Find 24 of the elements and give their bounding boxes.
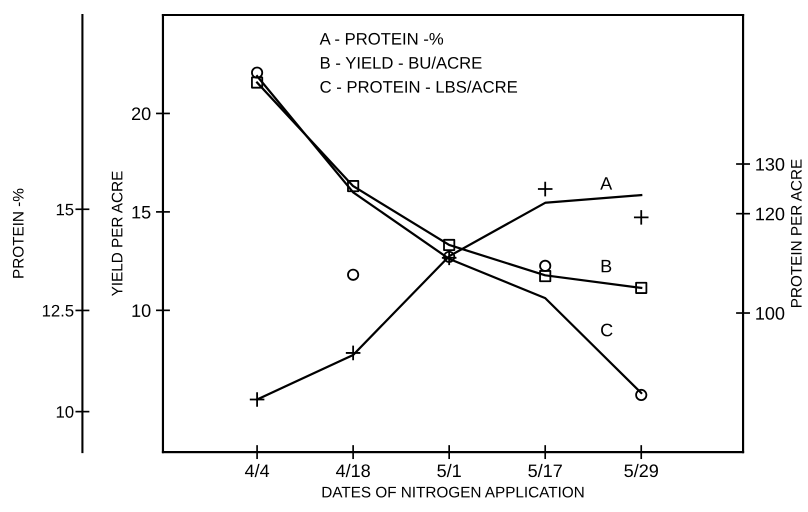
y-tick-label: 10 [132, 304, 150, 318]
series-label: C [601, 324, 613, 336]
series-label: B [602, 260, 612, 272]
y2-tick-label: 120 [756, 208, 784, 220]
x-tick-label: 4/4 [244, 464, 270, 478]
x-tick-label: 5/1 [437, 464, 461, 478]
y3-axis-title: PROTEIN -% [12, 188, 24, 278]
annotation: A - PROTEIN -% [320, 32, 444, 45]
y3-tick-label: 12.5 [42, 304, 74, 317]
series-label: A [600, 177, 612, 190]
y-axis-title: YIELD PER ACRE [112, 171, 123, 296]
y2-axis-title: PROTEIN PER ACRE [790, 160, 802, 308]
y2-tick-label: 100 [756, 306, 784, 320]
x-tick-label: 4/18 [336, 464, 370, 478]
x-axis-title: DATES OF NITROGEN APPLICATION [322, 486, 584, 498]
annotation: B - YIELD - BU/ACRE [320, 56, 482, 69]
x-tick-label: 5/17 [528, 464, 562, 478]
y2-tick-label: 130 [756, 158, 784, 171]
y3-tick-label: 15 [56, 204, 74, 216]
y-tick-label: 15 [132, 206, 150, 219]
y-tick-label: 20 [132, 107, 150, 120]
x-tick-label: 5/29 [624, 464, 658, 478]
annotation: C - PROTEIN - LBS/ACRE [320, 80, 518, 93]
y3-tick-label: 10 [56, 406, 74, 418]
